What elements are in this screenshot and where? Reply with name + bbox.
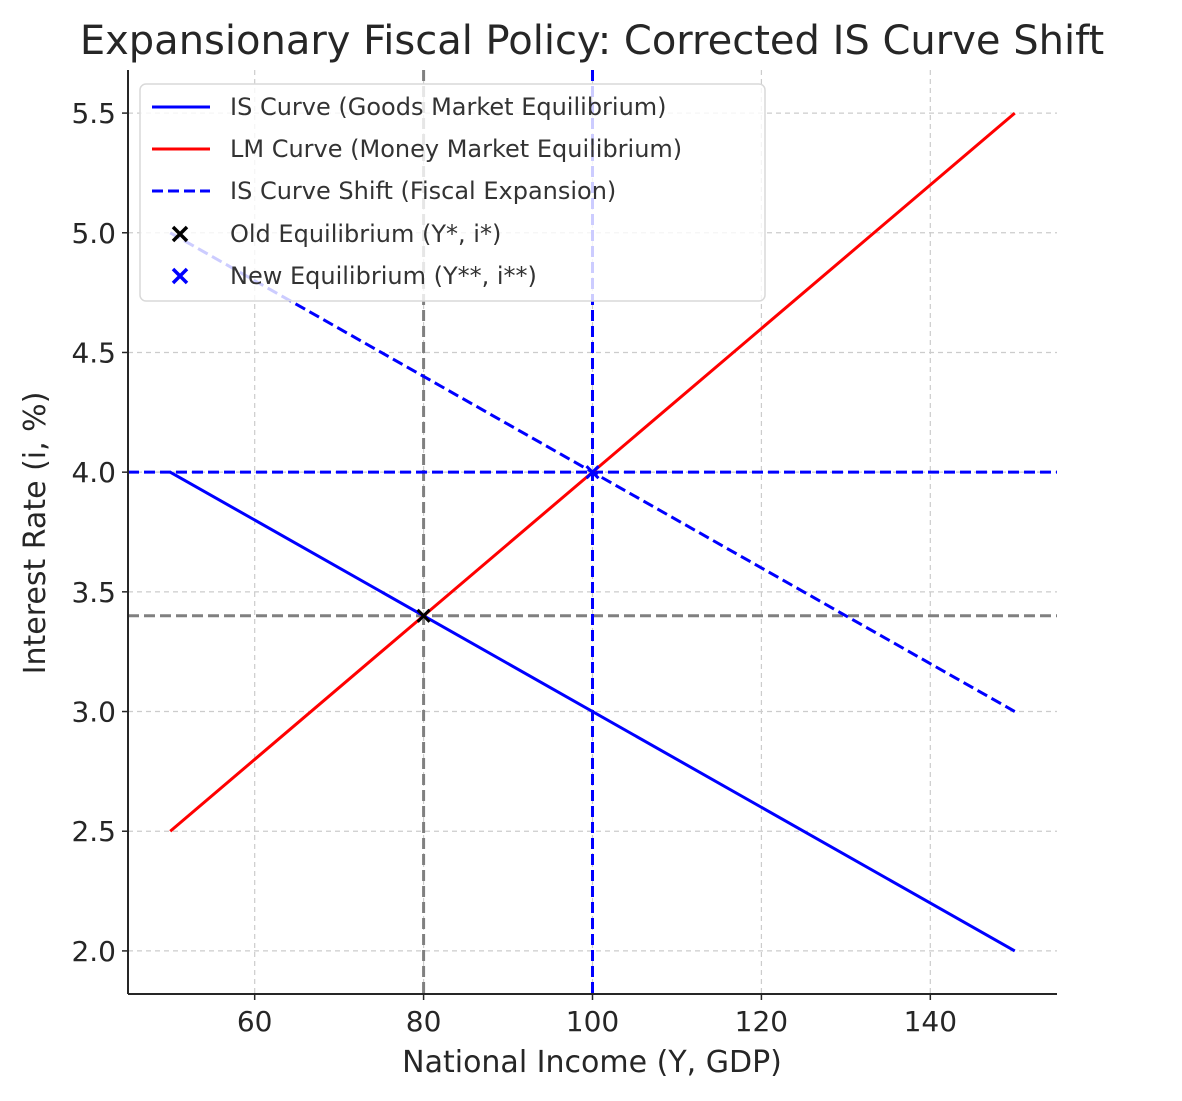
y-tick-label: 2.5 <box>71 815 116 848</box>
legend-item-is-curve-label: IS Curve (Goods Market Equilibrium) <box>230 93 667 121</box>
axes <box>122 70 1057 1000</box>
y-tick-label: 3.5 <box>71 576 116 609</box>
equilibrium-points <box>416 465 600 623</box>
legend-box <box>139 83 766 302</box>
legend-item-old-equilibrium-swatch <box>171 225 189 243</box>
x-tick-label: 120 <box>735 1005 788 1038</box>
x-tick-label: 80 <box>406 1005 442 1038</box>
x-axis-label: National Income (Y, GDP) <box>402 1045 782 1080</box>
new-equilibrium-marker <box>585 465 600 480</box>
y-tick-label: 4.5 <box>71 336 116 369</box>
legend-item-is-shift-label: IS Curve Shift (Fiscal Expansion) <box>230 177 616 205</box>
y-tick-label: 2.0 <box>71 935 116 968</box>
legend-item-old-equilibrium-label: Old Equilibrium (Y*, i*) <box>230 220 501 248</box>
tick-labels: 60 80 100 120 140 2.0 2.5 3.0 3.5 4.0 4.5 5.0 5.5 <box>71 97 957 1038</box>
legend: IS Curve (Goods Market Equilibrium) LM Cu… <box>139 83 766 302</box>
y-tick-label: 3.0 <box>71 696 116 729</box>
y-tick-label: 5.5 <box>71 97 116 130</box>
x-tick-label: 100 <box>566 1005 619 1038</box>
x-tick-label: 60 <box>237 1005 273 1038</box>
chart-title: Expansionary Fiscal Policy: Corrected IS… <box>80 18 1104 64</box>
legend-item-lm-curve-label: LM Curve (Money Market Equilibrium) <box>230 135 682 163</box>
is-curve-line <box>169 470 1016 953</box>
y-tick-label: 5.0 <box>71 217 116 250</box>
x-tick-label: 140 <box>904 1005 957 1038</box>
y-axis-label: Interest Rate (i, %) <box>18 392 53 675</box>
old-equilibrium-marker <box>416 608 431 623</box>
legend-item-new-equilibrium-swatch <box>171 267 189 285</box>
y-tick-label: 4.0 <box>71 456 116 489</box>
legend-item-new-equilibrium-label: New Equilibrium (Y**, i**) <box>230 262 537 290</box>
